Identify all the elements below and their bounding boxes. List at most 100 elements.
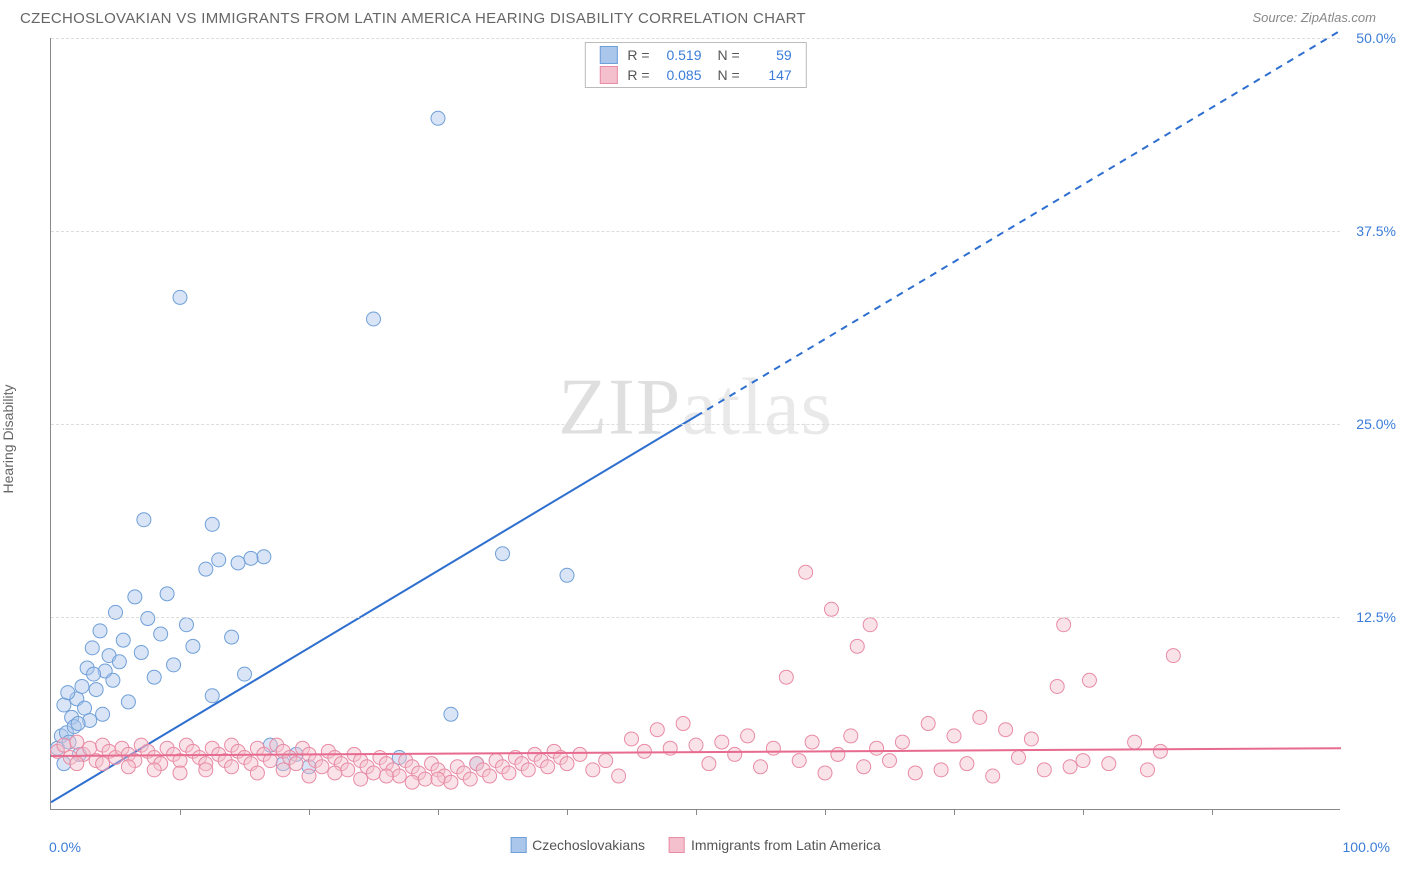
data-point (354, 772, 368, 786)
data-point (650, 723, 664, 737)
stats-legend-box: R = 0.519 N = 59 R =0.085N =147 (584, 42, 806, 88)
x-axis-min-label: 0.0% (49, 839, 81, 855)
data-point (257, 550, 271, 564)
x-tick (696, 809, 697, 815)
n-value: 59 (746, 47, 792, 63)
source-value: ZipAtlas.com (1301, 10, 1376, 25)
plot-area: ZIPatlas R =0.519N =59R =0.085N =147 0.0… (50, 38, 1340, 810)
data-point (341, 763, 355, 777)
data-point (960, 757, 974, 771)
legend-item: Czechoslovakians (510, 837, 645, 853)
data-point (147, 670, 161, 684)
n-label: N = (718, 47, 740, 63)
y-tick-label: 12.5% (1356, 609, 1396, 625)
data-point (1024, 732, 1038, 746)
data-point (895, 735, 909, 749)
data-point (154, 627, 168, 641)
legend-label: Czechoslovakians (532, 837, 645, 853)
r-label: R = (627, 47, 649, 63)
data-point (689, 738, 703, 752)
data-point (986, 769, 1000, 783)
data-point (244, 551, 258, 565)
y-tick-label: 25.0% (1356, 416, 1396, 432)
legend-swatch (599, 66, 617, 84)
stats-row: R =0.085N =147 (585, 65, 805, 85)
data-point (625, 732, 639, 746)
x-axis-max-label: 100.0% (1343, 839, 1390, 855)
data-point (250, 766, 264, 780)
data-point (1057, 618, 1071, 632)
data-point (702, 757, 716, 771)
y-tick-label: 50.0% (1356, 30, 1396, 46)
data-point (128, 590, 142, 604)
data-point (199, 562, 213, 576)
data-point (599, 754, 613, 768)
data-point (167, 658, 181, 672)
data-point (160, 587, 174, 601)
data-point (799, 565, 813, 579)
x-tick (180, 809, 181, 815)
n-value: 147 (746, 67, 792, 83)
data-point (496, 547, 510, 561)
data-point (87, 667, 101, 681)
data-point (1037, 763, 1051, 777)
data-point (612, 769, 626, 783)
data-point (908, 766, 922, 780)
data-point (367, 766, 381, 780)
x-tick (825, 809, 826, 815)
data-point (199, 763, 213, 777)
source-label: Source: (1252, 10, 1300, 25)
data-point (57, 738, 71, 752)
data-point (379, 769, 393, 783)
x-tick (1212, 809, 1213, 815)
r-value: 0.519 (656, 47, 702, 63)
gridline (51, 38, 1340, 39)
data-point (1082, 673, 1096, 687)
data-point (61, 686, 75, 700)
data-point (1128, 735, 1142, 749)
data-point (205, 517, 219, 531)
y-tick-label: 37.5% (1356, 223, 1396, 239)
data-point (263, 754, 277, 768)
data-point (766, 741, 780, 755)
data-point (850, 639, 864, 653)
legend-label: Immigrants from Latin America (691, 837, 881, 853)
data-point (231, 556, 245, 570)
data-point (205, 689, 219, 703)
data-point (463, 772, 477, 786)
data-point (328, 766, 342, 780)
data-point (444, 775, 458, 789)
data-point (921, 717, 935, 731)
gridline (51, 231, 1340, 232)
gridline (51, 617, 1340, 618)
x-tick (309, 809, 310, 815)
data-point (302, 769, 316, 783)
data-point (173, 290, 187, 304)
y-axis-label: Hearing Disability (0, 385, 16, 494)
data-point (502, 766, 516, 780)
data-point (857, 760, 871, 774)
data-point (121, 760, 135, 774)
data-point (973, 710, 987, 724)
data-point (173, 766, 187, 780)
data-point (1076, 754, 1090, 768)
data-point (147, 763, 161, 777)
source-attribution: Source: ZipAtlas.com (1252, 10, 1376, 25)
data-point (754, 760, 768, 774)
legend-swatch (669, 837, 685, 853)
data-point (418, 772, 432, 786)
data-point (137, 513, 151, 527)
data-point (392, 769, 406, 783)
data-point (431, 111, 445, 125)
data-point (483, 769, 497, 783)
data-point (315, 760, 329, 774)
data-point (792, 754, 806, 768)
x-tick (567, 809, 568, 815)
data-point (289, 757, 303, 771)
data-point (405, 775, 419, 789)
data-point (85, 641, 99, 655)
data-point (870, 741, 884, 755)
data-point (1050, 679, 1064, 693)
legend-item: Immigrants from Latin America (669, 837, 881, 853)
data-point (863, 618, 877, 632)
